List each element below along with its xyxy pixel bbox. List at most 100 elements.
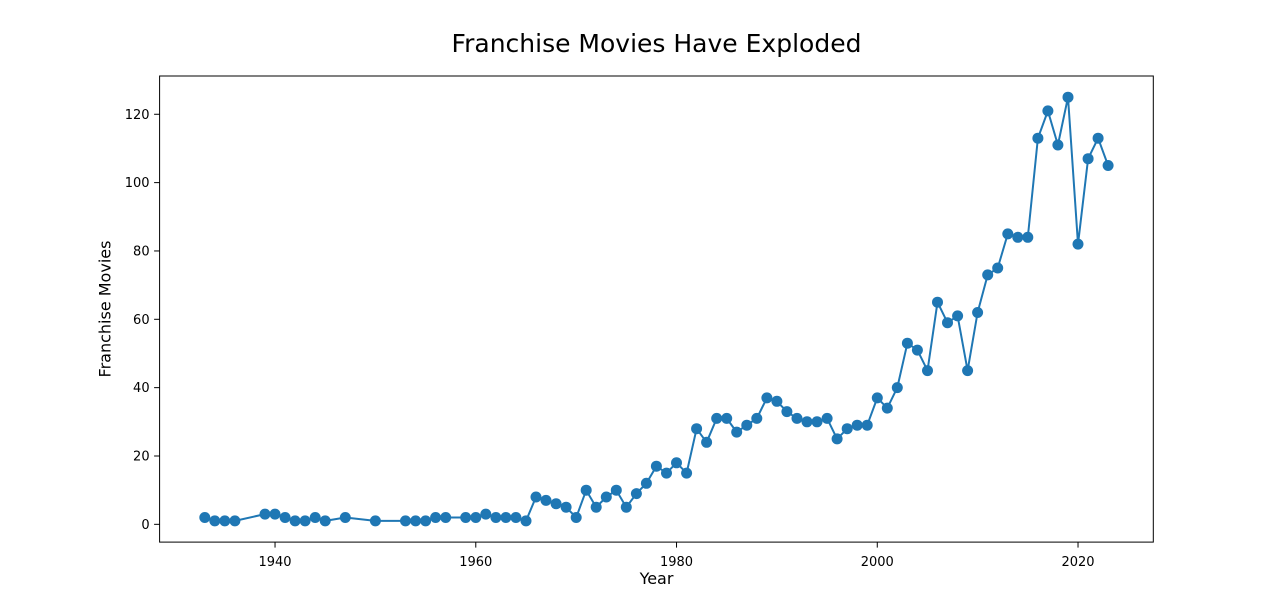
data-point xyxy=(701,436,713,448)
data-point xyxy=(841,423,853,435)
data-point xyxy=(781,406,793,418)
data-point xyxy=(681,467,693,479)
chart-title: Franchise Movies Have Exploded xyxy=(451,29,862,58)
data-point xyxy=(319,515,331,527)
data-point xyxy=(600,491,612,503)
data-point xyxy=(831,433,843,445)
data-point xyxy=(580,484,592,496)
data-point xyxy=(410,515,422,527)
data-point xyxy=(470,512,482,523)
y-tick-label: 40 xyxy=(133,381,150,396)
data-point xyxy=(490,512,502,523)
x-tick-label: 2020 xyxy=(1061,555,1094,570)
data-point xyxy=(992,262,1004,274)
data-point xyxy=(942,317,953,329)
y-tick-label: 80 xyxy=(133,244,150,259)
data-point xyxy=(1082,153,1094,165)
data-point xyxy=(711,412,723,424)
x-axis-label: Year xyxy=(639,569,674,588)
data-point xyxy=(861,419,873,431)
y-tick-label: 0 xyxy=(141,518,149,533)
data-point xyxy=(901,337,913,349)
data-point xyxy=(982,269,994,281)
data-point xyxy=(289,515,301,527)
data-point xyxy=(972,307,984,318)
data-point xyxy=(1072,238,1084,250)
data-point xyxy=(219,515,231,527)
data-point xyxy=(1042,105,1054,117)
data-point xyxy=(771,395,783,407)
plot-line xyxy=(203,96,1110,522)
data-point xyxy=(1012,231,1024,243)
data-point xyxy=(259,508,271,520)
y-tick-label: 120 xyxy=(125,108,150,123)
data-point xyxy=(560,501,572,513)
data-point xyxy=(691,423,703,435)
data-point xyxy=(339,512,351,523)
y-tick-label: 60 xyxy=(133,313,150,328)
data-point xyxy=(640,477,652,489)
y-tick-label: 20 xyxy=(133,449,150,464)
data-point xyxy=(309,512,321,523)
data-point xyxy=(199,512,211,523)
data-point xyxy=(570,512,582,523)
data-point xyxy=(1092,132,1104,144)
data-point xyxy=(1022,231,1034,243)
data-point xyxy=(671,457,682,469)
data-point xyxy=(369,515,381,527)
data-point xyxy=(279,512,291,523)
data-point xyxy=(1102,160,1114,171)
data-point xyxy=(650,460,662,472)
data-point xyxy=(229,515,241,527)
data-point xyxy=(590,501,602,513)
data-point xyxy=(661,467,672,479)
data-point xyxy=(731,426,743,438)
data-point xyxy=(1052,139,1064,151)
data-point xyxy=(500,512,512,523)
data-point xyxy=(911,344,923,356)
data-point xyxy=(1062,91,1074,103)
data-point xyxy=(751,412,763,424)
data-point xyxy=(891,382,903,394)
data-point xyxy=(269,508,281,520)
data-point xyxy=(1032,132,1044,144)
data-point xyxy=(550,498,562,510)
data-point xyxy=(881,402,893,414)
data-point xyxy=(761,392,773,404)
x-tick-label: 1980 xyxy=(660,555,693,570)
data-point xyxy=(510,512,522,523)
x-tick-label: 1940 xyxy=(258,555,291,570)
data-point xyxy=(630,488,642,500)
data-point xyxy=(791,412,803,424)
data-point xyxy=(400,515,411,527)
data-point xyxy=(520,515,532,527)
data-point xyxy=(962,365,974,377)
data-point xyxy=(821,412,833,424)
data-point xyxy=(540,494,552,506)
y-tick-label: 100 xyxy=(125,176,150,191)
data-point xyxy=(620,501,632,513)
data-point xyxy=(460,512,472,523)
x-tick-label: 1960 xyxy=(459,555,492,570)
data-point xyxy=(430,512,442,523)
data-point xyxy=(440,512,452,523)
data-point xyxy=(801,416,813,428)
data-point xyxy=(530,491,542,503)
data-point xyxy=(851,419,863,431)
data-point xyxy=(741,419,753,431)
data-point xyxy=(209,515,221,527)
data-point xyxy=(922,365,933,377)
data-point xyxy=(299,515,311,527)
data-point xyxy=(420,515,432,527)
data-point xyxy=(871,392,883,404)
data-point xyxy=(952,310,964,322)
data-point xyxy=(811,416,823,428)
x-tick-label: 2000 xyxy=(861,555,894,570)
data-point xyxy=(721,412,733,424)
data-point xyxy=(610,484,622,496)
data-point xyxy=(932,296,943,308)
data-point xyxy=(480,508,492,520)
data-point xyxy=(1002,228,1014,240)
